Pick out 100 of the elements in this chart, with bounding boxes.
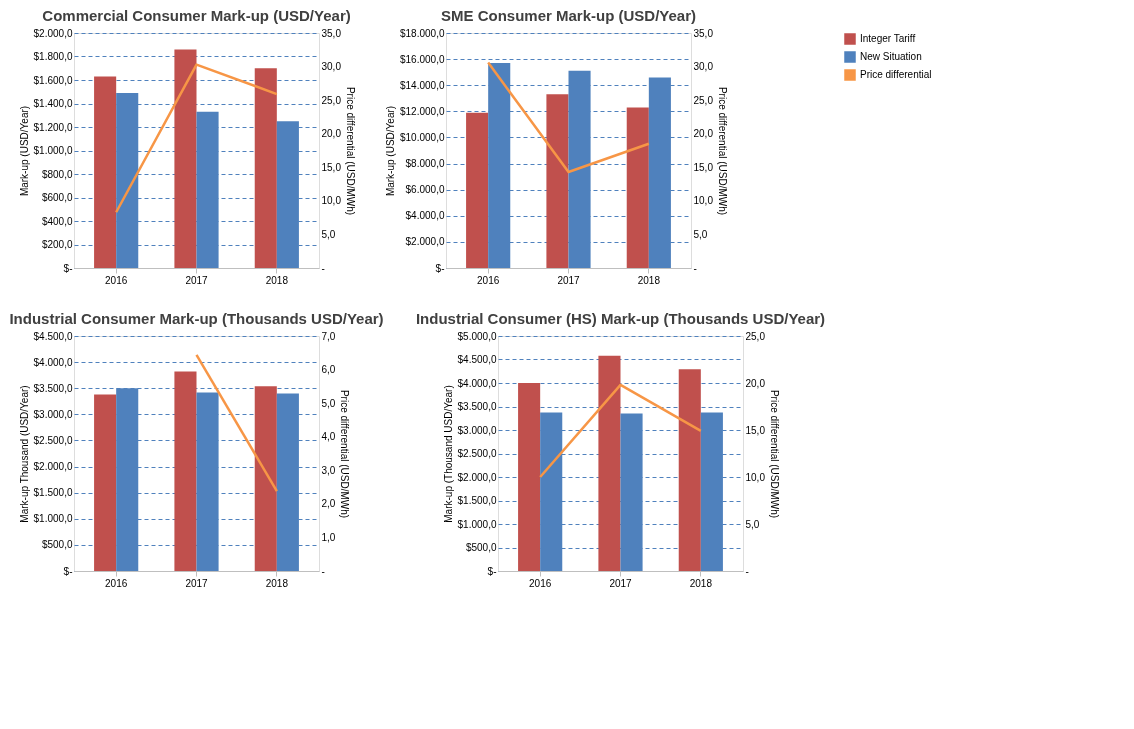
y2-tick-label: 30,0 [693,61,714,73]
y-tick-label: $16.000,0 [400,53,445,65]
y-tick-label: $3.000,0 [33,408,73,420]
y2-tick-label: 4,0 [321,431,336,443]
y-tick-label: $1.200,0 [33,121,73,133]
x-tick-label: 2018 [637,274,661,286]
x-tick-label: 2016 [529,577,552,589]
y2-tick-label: - [693,262,697,274]
x-tick-label: 2017 [609,577,633,589]
x-tick-label: 2018 [265,577,289,589]
bar [196,111,219,268]
y2-tick-label: 20,0 [745,377,766,389]
x-tick-label: 2017 [185,274,209,286]
bar [466,112,489,268]
y-tick-label: $4.000,0 [457,377,497,389]
x-tick-label: 2018 [689,577,713,589]
y2-tick-label: 10,0 [321,195,342,207]
bar [546,94,569,268]
y-tick-label: $4.000,0 [405,210,445,222]
x-tick-label: 2017 [185,577,209,589]
y-tick-label: $8.000,0 [405,158,445,170]
y-tick-label: $6.000,0 [405,184,445,196]
y2-tick-label: 20,0 [321,128,342,140]
y2-tick-label: 10,0 [693,195,714,207]
y2-tick-label: 25,0 [745,330,766,342]
y-tick-label: $3.500,0 [457,401,497,412]
x-tick-label: 2016 [105,274,128,286]
y2-tick-label: 6,0 [321,364,336,376]
y2-tick-label: 25,0 [693,94,714,106]
y-tick-label: $2.000,0 [33,461,73,473]
bar [626,107,649,268]
y2-tick-label: 5,0 [321,397,336,409]
y-tick-label: $4.000,0 [33,356,73,368]
y-tick-label: $4.500,0 [457,354,497,365]
y-tick-label: $1.500,0 [457,495,497,506]
y-tick-label: $500,0 [41,539,73,551]
y-tick-label: $800,0 [41,168,73,180]
y2-axis-title: Price differential (USD/MWh) [768,389,780,519]
bar [174,49,197,268]
chart-title: SME Consumer Mark-up (USD/Year) [440,7,697,24]
y-tick-label: $500,0 [465,542,497,553]
bar [196,392,219,571]
y-axis-title: Mark-up (Thousand USD/Year) [442,385,454,523]
x-tick-label: 2017 [557,274,581,286]
y2-tick-label: 5,0 [321,228,336,240]
y2-tick-label: 20,0 [693,128,714,140]
y-tick-label: $- [63,262,73,274]
y-tick-label: $2.000,0 [405,236,445,248]
y2-tick-label: 30,0 [321,61,342,73]
y-tick-label: $10.000,0 [400,131,445,143]
y-tick-label: $1.000,0 [33,513,73,525]
bar [518,383,541,571]
y-tick-label: $1.800,0 [33,51,73,62]
y2-tick-label: 7,0 [321,330,336,342]
y2-axis-title: Price differential (USD/MWh) [344,86,356,216]
y2-tick-label: - [321,262,325,274]
y2-tick-label: 15,0 [693,161,714,173]
y2-tick-label: - [745,565,749,577]
bar [94,76,117,268]
y-tick-label: $3.000,0 [457,424,497,436]
y2-tick-label: 35,0 [321,27,342,39]
y-tick-label: $5.000,0 [457,330,497,342]
bar [620,413,643,571]
y-axis-title: Mark-up (USD/Year) [385,105,397,197]
legend-label: Price differential [860,69,932,80]
y-tick-label: $2.500,0 [457,448,497,459]
chart-title: Commercial Consumer Mark-up (USD/Year) [42,7,351,24]
y-tick-label: $12.000,0 [400,105,445,117]
bar [174,371,197,571]
y2-tick-label: - [321,565,325,577]
y2-tick-label: 15,0 [745,424,766,436]
chart-title: Industrial Consumer Mark-up (Thousands USD/Year) [9,310,384,327]
chart-title: Industrial Consumer (HS) Mark-up (Thousands USD/Year) [415,310,826,327]
y-tick-label: $2.500,0 [33,434,73,446]
y2-tick-label: 5,0 [745,518,760,530]
y2-axis-title: Price differential (USD/MWh) [339,389,351,519]
bar [678,369,701,571]
x-tick-label: 2016 [105,577,128,589]
y2-tick-label: 2,0 [321,498,336,510]
y-tick-label: $2.000,0 [457,471,497,483]
y-tick-label: $3.500,0 [33,382,73,394]
y-tick-label: $- [487,565,497,577]
bar [598,355,621,571]
legend-label: New Situation [860,51,922,62]
y-tick-label: $1.000,0 [33,145,73,156]
legend-label: Integer Tariff [860,33,916,44]
y-tick-label: $4.500,0 [33,330,73,342]
y-tick-label: $600,0 [41,192,73,203]
x-tick-label: 2016 [477,274,500,286]
y-tick-label: $2.000,0 [33,27,73,39]
y2-axis-title: Price differential (USD/MWh) [716,86,728,216]
y2-tick-label: 10,0 [745,471,766,483]
y-tick-label: $- [63,565,73,577]
y2-tick-label: 25,0 [321,94,342,106]
y-tick-label: $1.600,0 [33,74,73,86]
y2-tick-label: 1,0 [321,531,336,543]
y-tick-label: $200,0 [41,239,73,250]
y-tick-label: $1.500,0 [33,487,73,499]
x-tick-label: 2018 [265,274,289,286]
y-tick-label: $1.000,0 [457,518,497,530]
